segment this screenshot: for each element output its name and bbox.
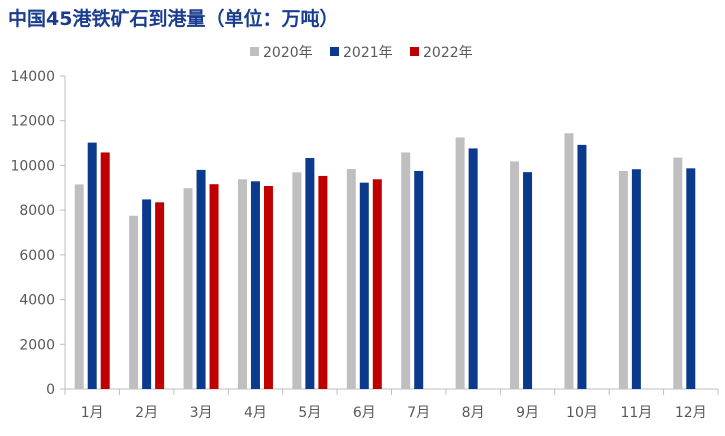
x-tick-label: 1月: [81, 405, 104, 421]
chart-title: 中国45港铁矿石到港量（单位：万吨）: [8, 8, 339, 30]
legend-label: 2020年: [263, 45, 313, 61]
bar: [618, 171, 628, 389]
bar: [510, 161, 520, 389]
x-tick-label: 11月: [620, 405, 652, 421]
x-tick-label: 10月: [566, 405, 598, 421]
bar: [631, 169, 641, 389]
bar: [237, 179, 247, 389]
bar: [673, 157, 683, 389]
x-tick-label: 4月: [244, 405, 267, 421]
bar: [523, 172, 533, 389]
legend-swatch: [250, 47, 259, 56]
bar: [263, 185, 273, 389]
bar: [305, 158, 315, 389]
bar: [564, 133, 574, 389]
x-tick-label: 9月: [516, 405, 539, 421]
legend-label: 2022年: [423, 45, 473, 61]
x-tick-label: 6月: [353, 405, 376, 421]
bar: [74, 184, 84, 389]
bar: [401, 152, 411, 389]
y-tick-label: 8000: [19, 203, 55, 219]
bar: [129, 215, 139, 389]
bar: [577, 144, 587, 389]
bar: [183, 188, 193, 389]
x-tick-label: 8月: [462, 405, 485, 421]
y-tick-label: 0: [46, 382, 55, 398]
bar: [209, 184, 219, 389]
x-tick-label: 2月: [135, 405, 158, 421]
x-tick-label: 12月: [675, 405, 707, 421]
legend-label: 2021年: [343, 45, 393, 61]
x-tick-label: 7月: [407, 405, 430, 421]
bar: [155, 202, 165, 389]
bar: [359, 182, 369, 389]
bar: [100, 152, 110, 389]
y-tick-label: 12000: [10, 114, 55, 130]
bar: [372, 179, 382, 389]
y-tick-label: 2000: [19, 337, 55, 353]
y-tick-label: 10000: [10, 158, 55, 174]
bar: [292, 172, 302, 389]
bar: [87, 142, 97, 389]
bar: [196, 169, 206, 389]
y-tick-label: 14000: [10, 69, 55, 85]
y-tick-label: 6000: [19, 248, 55, 264]
bar: [142, 199, 152, 389]
bar: [414, 171, 424, 389]
bar: [468, 148, 478, 389]
legend-swatch: [330, 47, 339, 56]
bar: [686, 168, 696, 389]
bar: [346, 169, 356, 389]
x-tick-label: 3月: [190, 405, 213, 421]
bar: [318, 175, 328, 389]
legend-swatch: [410, 47, 419, 56]
bar: [455, 137, 465, 389]
y-tick-label: 4000: [19, 293, 55, 309]
x-tick-label: 5月: [298, 405, 321, 421]
bar: [250, 181, 260, 389]
